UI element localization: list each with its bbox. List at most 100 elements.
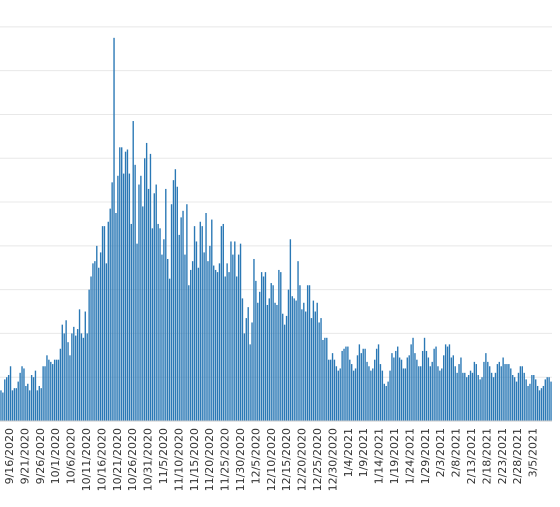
bar	[310, 318, 313, 421]
bar	[527, 385, 529, 421]
bar	[337, 370, 339, 421]
bar	[370, 370, 372, 421]
bar	[101, 226, 104, 421]
x-tick-label: 10/11/2020	[80, 428, 93, 491]
bar	[513, 377, 516, 421]
bar	[540, 388, 543, 421]
bar	[105, 263, 108, 421]
x-tick-label: 1/14/2021	[373, 428, 386, 484]
bar	[487, 361, 489, 421]
bar	[466, 377, 468, 421]
bar	[469, 370, 472, 421]
bar	[262, 276, 265, 421]
bar	[335, 366, 338, 421]
bar	[406, 357, 408, 421]
bar	[398, 357, 401, 421]
bar	[512, 375, 514, 421]
bar	[84, 311, 86, 421]
bar	[61, 324, 63, 421]
bar	[306, 285, 309, 421]
bar	[71, 333, 73, 421]
bar	[86, 333, 88, 421]
bar	[53, 359, 56, 421]
bar	[289, 239, 292, 421]
bar	[521, 366, 523, 421]
bar	[448, 344, 451, 421]
x-tick-label: 2/3/2021	[434, 428, 447, 477]
bar	[147, 188, 150, 421]
bar	[251, 322, 253, 421]
x-tick-label: 2/8/2021	[450, 428, 463, 477]
bar	[441, 368, 443, 421]
bar	[30, 375, 33, 421]
bar	[358, 344, 361, 421]
x-tick-label: 10/21/2020	[111, 428, 124, 491]
bar	[444, 344, 447, 421]
x-tick-label: 10/26/2020	[126, 428, 139, 491]
x-tick-label: 11/25/2020	[219, 428, 232, 491]
x-tick-label: 12/25/2020	[311, 428, 324, 491]
bar	[63, 333, 65, 421]
bar	[122, 173, 125, 421]
bar	[456, 372, 458, 421]
bar-series	[0, 37, 552, 422]
x-tick-label: 12/10/2020	[265, 428, 278, 491]
bar	[121, 147, 123, 421]
bar	[253, 258, 255, 421]
bar	[38, 385, 40, 421]
bar	[360, 353, 362, 421]
bar	[153, 193, 155, 421]
bar	[473, 361, 476, 421]
bar	[119, 147, 121, 421]
bar	[375, 348, 378, 421]
bar	[128, 173, 131, 421]
bar	[203, 252, 205, 421]
bar	[220, 226, 223, 421]
bar	[494, 372, 497, 421]
bar	[421, 350, 424, 421]
bar	[404, 368, 407, 421]
bar	[159, 228, 161, 421]
x-tick-label: 10/16/2020	[95, 428, 108, 491]
x-tick-label: 12/15/2020	[280, 428, 293, 491]
bar	[305, 311, 307, 421]
bar	[479, 379, 481, 421]
bar	[400, 359, 403, 421]
bar	[172, 180, 175, 421]
bar	[343, 348, 345, 421]
x-tick-label: 12/30/2020	[326, 428, 339, 491]
bar	[168, 278, 171, 421]
bar	[113, 37, 115, 422]
bar	[259, 291, 261, 421]
bar	[391, 353, 393, 421]
bar	[21, 366, 23, 421]
bar	[535, 379, 537, 421]
bar	[151, 228, 154, 421]
bar	[314, 311, 316, 421]
x-tick-label: 11/30/2020	[234, 428, 247, 491]
bar	[274, 302, 276, 421]
bar	[510, 368, 512, 421]
bar	[504, 364, 506, 421]
bar	[190, 269, 192, 421]
bar	[272, 285, 274, 421]
bar	[333, 359, 336, 421]
bar	[193, 226, 196, 421]
x-tick-label: 12/20/2020	[296, 428, 309, 491]
bar	[222, 223, 224, 421]
bar	[374, 359, 376, 421]
gridlines	[0, 26, 552, 378]
bar	[285, 315, 288, 421]
bar	[27, 383, 29, 421]
bar	[483, 361, 485, 421]
bar	[354, 368, 357, 421]
bar	[345, 346, 347, 421]
bar	[500, 366, 502, 421]
bar	[213, 265, 215, 421]
bar	[9, 366, 12, 421]
bar	[4, 379, 6, 421]
bar	[341, 350, 343, 421]
x-tick-label: 11/15/2020	[188, 428, 201, 491]
bar	[427, 357, 430, 421]
bar	[245, 318, 247, 421]
